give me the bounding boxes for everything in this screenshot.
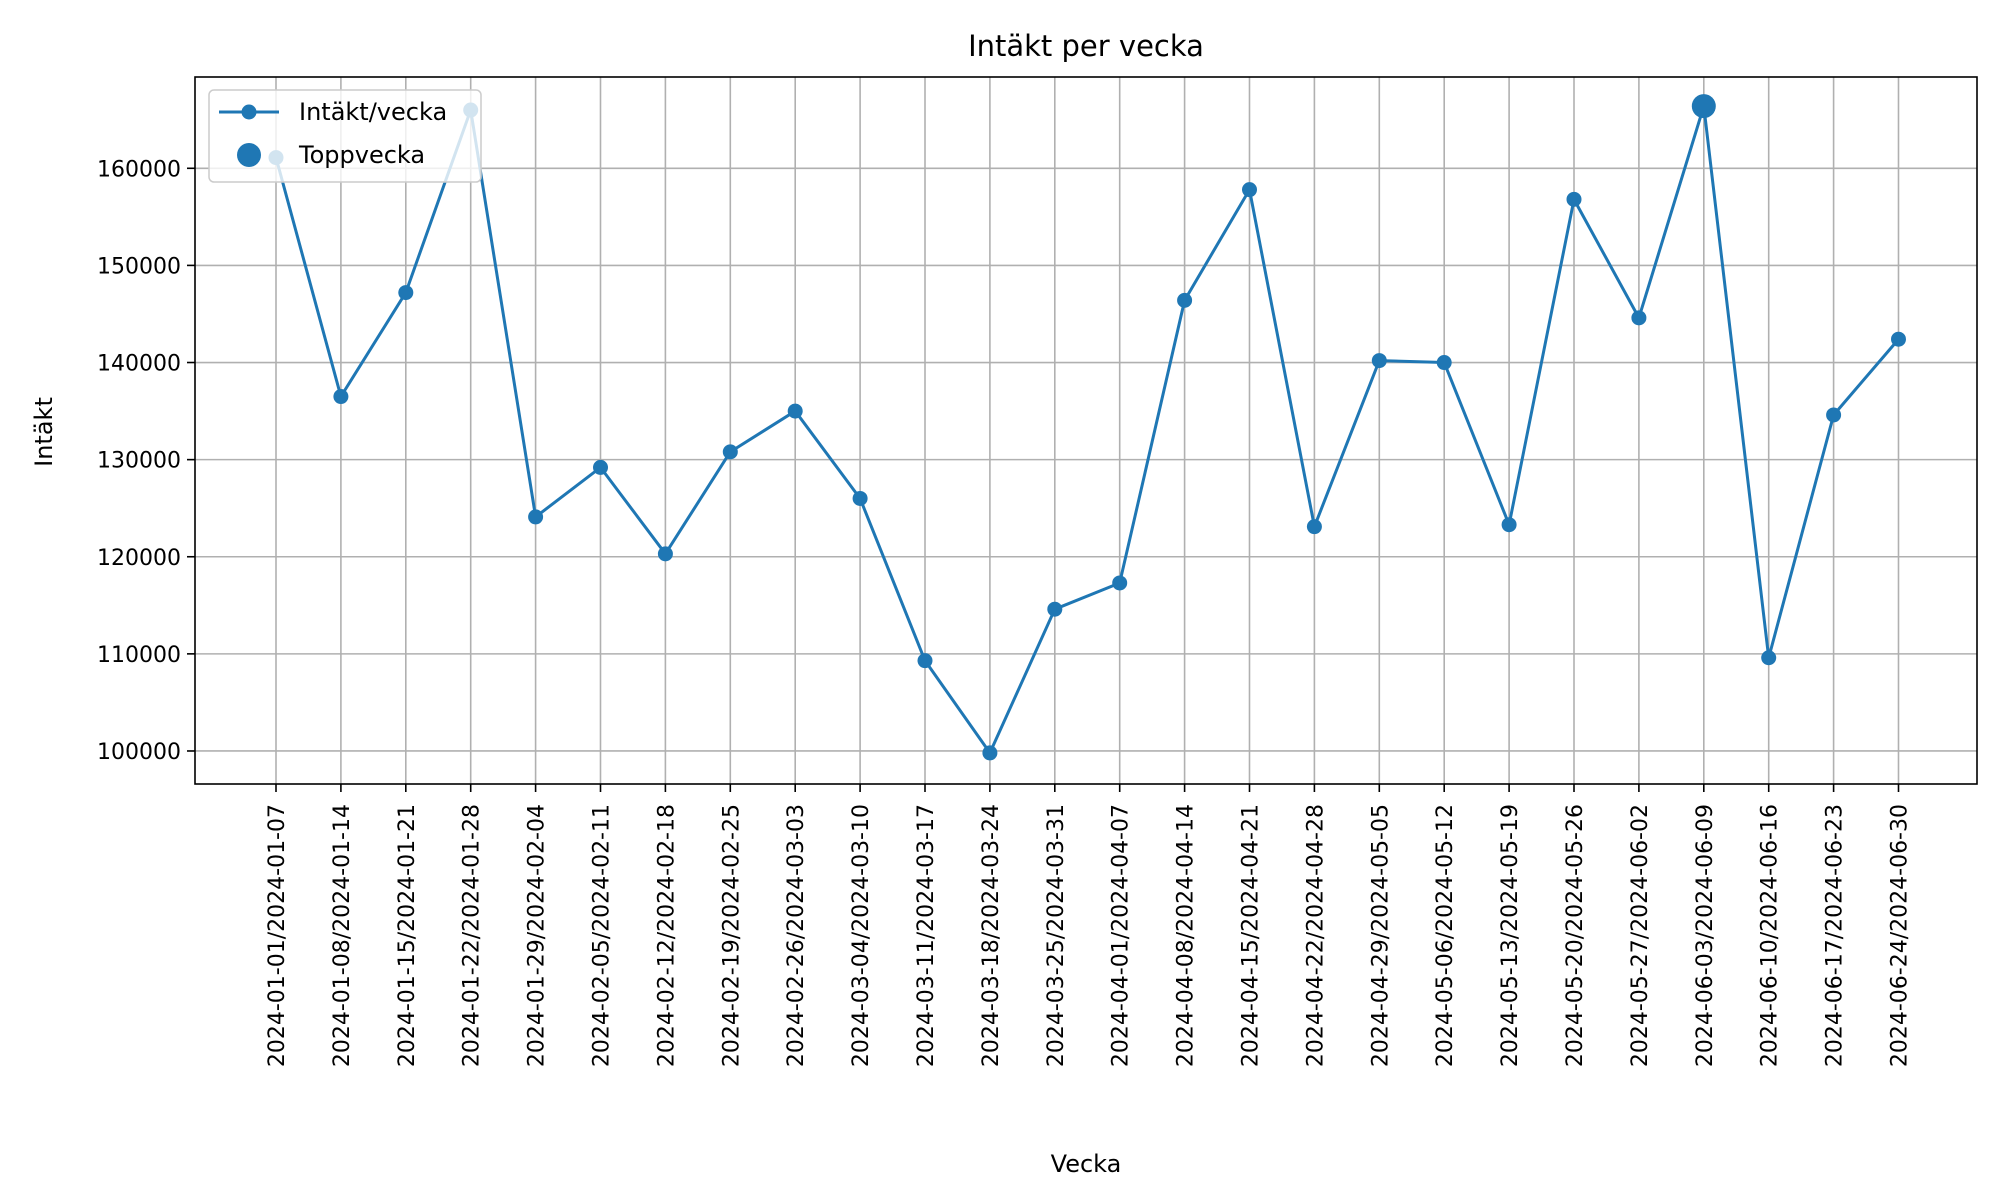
data-point (852, 490, 868, 506)
x-tick-label: 2024-03-11/2024-03-17 (914, 804, 939, 1067)
y-tick-label: 150000 (97, 254, 181, 279)
x-tick-label: 2024-04-22/2024-04-28 (1303, 804, 1328, 1067)
data-point (1501, 517, 1517, 533)
x-tick-label: 2024-03-18/2024-03-24 (979, 804, 1004, 1067)
peak-point (1691, 94, 1716, 119)
data-point (787, 403, 803, 419)
x-tick-label: 2024-02-05/2024-02-11 (590, 804, 615, 1067)
data-point (333, 389, 349, 405)
data-point (917, 653, 933, 669)
x-tick-label: 2024-01-22/2024-01-28 (460, 804, 485, 1067)
data-point (1242, 182, 1257, 198)
x-tick-label: 2024-01-08/2024-01-14 (330, 804, 355, 1067)
x-tick-label: 2024-04-08/2024-04-14 (1174, 804, 1199, 1067)
data-point (1891, 331, 1906, 347)
y-tick-label: 110000 (97, 643, 181, 668)
chart-title: Intäkt per vecka (968, 29, 1204, 63)
plot-area-frame (194, 76, 1978, 785)
data-point (1112, 575, 1128, 591)
x-tick-label: 2024-06-10/2024-06-16 (1758, 804, 1783, 1067)
data-points (268, 94, 1906, 761)
x-tick-label: 2024-04-29/2024-05-05 (1368, 804, 1393, 1067)
y-tick-label: 100000 (97, 740, 181, 765)
data-point (1566, 191, 1582, 207)
data-point (982, 745, 998, 761)
x-axis-title: Vecka (1051, 1150, 1122, 1178)
legend-peak-swatch (237, 143, 261, 167)
legend-label-peak: Toppvecka (298, 141, 425, 169)
x-tick-label: 2024-05-20/2024-05-26 (1563, 804, 1588, 1067)
data-point (1761, 650, 1777, 666)
data-point (1826, 407, 1842, 423)
legend-marker-swatch (241, 104, 257, 120)
x-tick-label: 2024-04-01/2024-04-07 (1109, 804, 1134, 1067)
x-axis-ticks: 2024-01-01/2024-01-07 2024-01-08/2024-01-… (265, 784, 1913, 1067)
y-tick-label: 130000 (97, 449, 181, 474)
data-point (657, 546, 673, 562)
x-tick-label: 2024-04-15/2024-04-21 (1239, 804, 1264, 1067)
x-tick-label: 2024-06-17/2024-06-23 (1823, 804, 1848, 1067)
grid (195, 77, 1977, 784)
legend-label-series: Intäkt/vecka (299, 98, 447, 126)
y-tick-label: 140000 (97, 352, 181, 377)
series-line (274, 104, 1900, 755)
x-tick-label: 2024-05-13/2024-05-19 (1498, 804, 1523, 1067)
x-tick-label: 2024-05-06/2024-05-12 (1433, 804, 1458, 1067)
x-tick-label: 2024-06-03/2024-06-09 (1693, 804, 1718, 1067)
x-tick-label: 2024-01-15/2024-01-21 (395, 804, 420, 1067)
data-point (1631, 310, 1647, 326)
data-point (1306, 519, 1322, 535)
data-point (398, 285, 414, 301)
data-point (1371, 353, 1387, 369)
y-tick-label: 160000 (97, 157, 181, 182)
x-tick-label: 2024-01-29/2024-02-04 (525, 804, 550, 1067)
data-point (593, 459, 608, 475)
x-tick-label: 2024-05-27/2024-06-02 (1628, 804, 1653, 1067)
legend: Intäkt/vecka Toppvecka (208, 89, 482, 183)
data-point (528, 509, 544, 525)
series-line-layer (274, 104, 1900, 755)
y-tick-label: 120000 (97, 546, 181, 571)
x-tick-label: 2024-02-26/2024-03-03 (784, 804, 809, 1067)
x-tick-label: 2024-06-24/2024-06-30 (1888, 804, 1913, 1067)
data-point (1436, 355, 1452, 371)
y-axis-ticks: 100000 110000 120000 130000 140000 150000 1600… (97, 157, 195, 765)
x-tick-label: 2024-01-01/2024-01-07 (265, 804, 290, 1067)
data-point (722, 444, 738, 460)
x-tick-label: 2024-02-12/2024-02-18 (654, 804, 679, 1067)
data-point (1177, 292, 1193, 308)
x-tick-label: 2024-03-04/2024-03-10 (849, 804, 874, 1067)
y-axis-title: Intäkt (30, 397, 58, 467)
x-tick-label: 2024-03-25/2024-03-31 (1044, 804, 1069, 1067)
data-point (1047, 601, 1063, 617)
x-tick-label: 2024-02-19/2024-02-25 (719, 804, 744, 1067)
